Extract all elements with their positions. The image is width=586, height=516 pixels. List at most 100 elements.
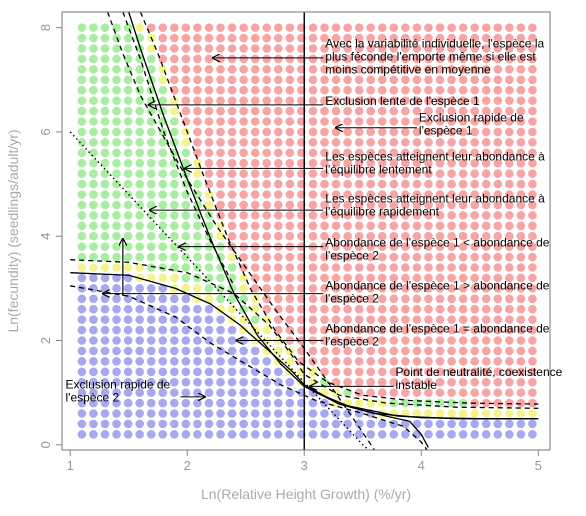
grid-dot — [354, 221, 364, 231]
grid-dot — [170, 190, 179, 199]
grid-dot — [216, 148, 225, 158]
grid-dot — [273, 409, 283, 418]
grid-dot — [470, 367, 479, 377]
grid-dot — [170, 106, 179, 116]
grid-dot — [354, 294, 364, 304]
grid-dot — [389, 200, 399, 210]
grid-dot — [170, 336, 179, 345]
grid-dot — [123, 430, 133, 439]
grid-dot — [528, 284, 537, 293]
grid-dot — [273, 148, 283, 158]
grid-dot — [493, 409, 503, 418]
grid-dot — [170, 75, 179, 85]
grid-dot — [528, 367, 537, 377]
grid-dot — [112, 127, 121, 137]
grid-dot — [112, 169, 121, 178]
grid-dot — [285, 117, 295, 126]
grid-dot — [297, 106, 306, 116]
grid-dot — [100, 398, 110, 408]
grid-dot — [89, 211, 98, 220]
grid-dot — [216, 106, 225, 116]
grid-dot — [401, 263, 410, 272]
grid-dot — [250, 85, 260, 95]
grid-dot — [112, 388, 121, 397]
grid-dot — [505, 377, 514, 387]
grid-dot — [135, 138, 144, 147]
grid-dot — [123, 169, 133, 178]
grid-dot — [505, 148, 514, 158]
grid-dot — [250, 127, 260, 137]
grid-dot — [135, 127, 144, 137]
grid-dot — [389, 169, 399, 178]
grid-dot — [366, 148, 376, 158]
grid-dot — [285, 127, 295, 137]
grid-dot — [435, 65, 445, 74]
grid-dot — [146, 409, 156, 418]
grid-dot — [331, 190, 341, 199]
grid-dot — [516, 388, 526, 397]
grid-dot — [458, 294, 468, 304]
grid-dot — [181, 85, 191, 95]
grid-dot — [320, 430, 329, 439]
grid-dot — [89, 85, 98, 95]
grid-dot — [493, 117, 503, 126]
grid-dot — [123, 117, 133, 126]
grid-dot — [447, 304, 456, 314]
grid-dot — [100, 357, 110, 366]
grid-dot — [343, 419, 352, 429]
grid-dot — [146, 377, 156, 387]
grid-dot — [297, 315, 306, 324]
grid-dot — [481, 148, 491, 158]
grid-dot — [435, 377, 445, 387]
grid-dot — [481, 54, 491, 64]
grid-dot — [227, 106, 237, 116]
annotation-line: l'espèce 2 — [325, 335, 379, 349]
grid-dot — [250, 179, 260, 189]
grid-dot — [412, 211, 422, 220]
grid-dot — [435, 169, 445, 178]
grid-dot — [112, 96, 121, 105]
grid-dot — [354, 158, 364, 168]
boundary-curve — [69, 131, 370, 451]
grid-dot — [505, 252, 514, 262]
grid-dot — [239, 106, 248, 116]
grid-dot — [297, 127, 306, 137]
grid-dot — [273, 179, 283, 189]
x-tick-label: 1 — [67, 458, 74, 473]
grid-dot — [447, 75, 456, 85]
x-tick-label: 5 — [535, 458, 542, 473]
grid-dot — [458, 211, 468, 220]
grid-dot — [435, 430, 445, 439]
grid-dot — [343, 325, 352, 335]
grid-dot — [505, 169, 514, 178]
grid-dot — [112, 336, 121, 345]
grid-dot — [250, 117, 260, 126]
grid-dot — [470, 138, 479, 147]
grid-dot — [227, 294, 237, 304]
grid-dot — [528, 85, 537, 95]
grid-dot — [250, 357, 260, 366]
grid-dot — [77, 138, 87, 147]
grid-dot — [435, 200, 445, 210]
grid-dot — [354, 377, 364, 387]
grid-dot — [135, 158, 144, 168]
grid-dot — [401, 304, 410, 314]
grid-dot — [204, 33, 214, 43]
grid-dot — [193, 117, 202, 126]
grid-dot — [389, 65, 399, 74]
grid-dot — [297, 85, 306, 95]
grid-dot — [262, 211, 272, 220]
grid-dot — [250, 304, 260, 314]
grid-dot — [481, 169, 491, 178]
grid-dot — [273, 44, 283, 53]
grid-dot — [516, 33, 526, 43]
grid-dot — [401, 252, 410, 262]
grid-dot — [331, 336, 341, 345]
grid-dot — [239, 158, 248, 168]
grid-dot — [250, 398, 260, 408]
grid-dot — [250, 409, 260, 418]
grid-dot — [123, 419, 133, 429]
grid-dot — [505, 367, 514, 377]
grid-dot — [343, 231, 352, 241]
grid-dot — [505, 430, 514, 439]
